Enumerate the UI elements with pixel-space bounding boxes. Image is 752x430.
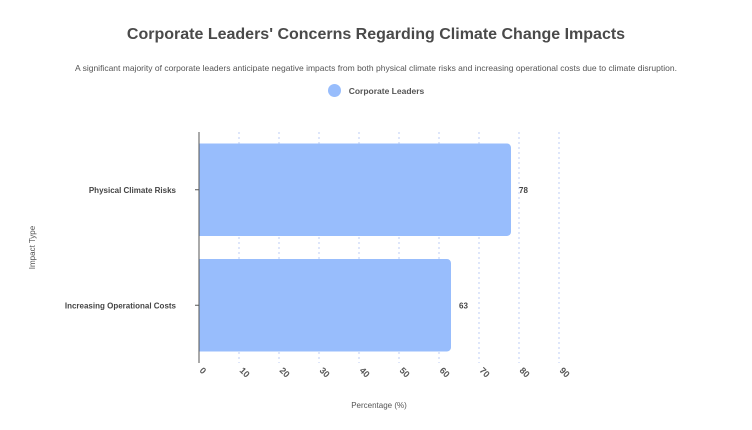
- x-tick-label: 0: [198, 365, 209, 376]
- bars: 78 63: [199, 143, 528, 352]
- chart-title: Corporate Leaders' Concerns Regarding Cl…: [126, 26, 626, 43]
- category-label: Increasing Operational Costs: [65, 301, 177, 310]
- legend[interactable]: Corporate Leaders: [0, 84, 752, 97]
- chart-subtitle: A significant majority of corporate lead…: [75, 63, 677, 73]
- x-tick-label: 30: [318, 365, 332, 379]
- x-tick-labels: 0 10 20 30 40 50 60 70 80 90: [198, 365, 572, 379]
- bar-value-label: 78: [519, 186, 528, 195]
- x-tick-label: 50: [398, 365, 412, 379]
- x-tick-label: 10: [238, 365, 252, 379]
- category-label: Physical Climate Risks: [89, 186, 177, 195]
- x-axis-title: Percentage (%): [351, 401, 407, 410]
- x-tick-label: 80: [518, 365, 532, 379]
- x-tick-label: 90: [558, 365, 572, 379]
- x-tick-label: 70: [478, 365, 492, 379]
- bar-value-label: 63: [459, 301, 468, 310]
- x-tick-label: 20: [278, 365, 292, 379]
- x-tick-label: 60: [438, 365, 452, 379]
- legend-swatch: [327, 84, 341, 97]
- bar[interactable]: [199, 143, 511, 236]
- bar[interactable]: [199, 259, 451, 352]
- grid-lines: [238, 132, 560, 363]
- category-labels: Physical Climate Risks Increasing Operati…: [65, 186, 199, 310]
- x-tick-label: 40: [358, 365, 372, 379]
- y-axis-title: Impact Type: [28, 225, 37, 269]
- legend-label: Corporate Leaders: [348, 85, 425, 96]
